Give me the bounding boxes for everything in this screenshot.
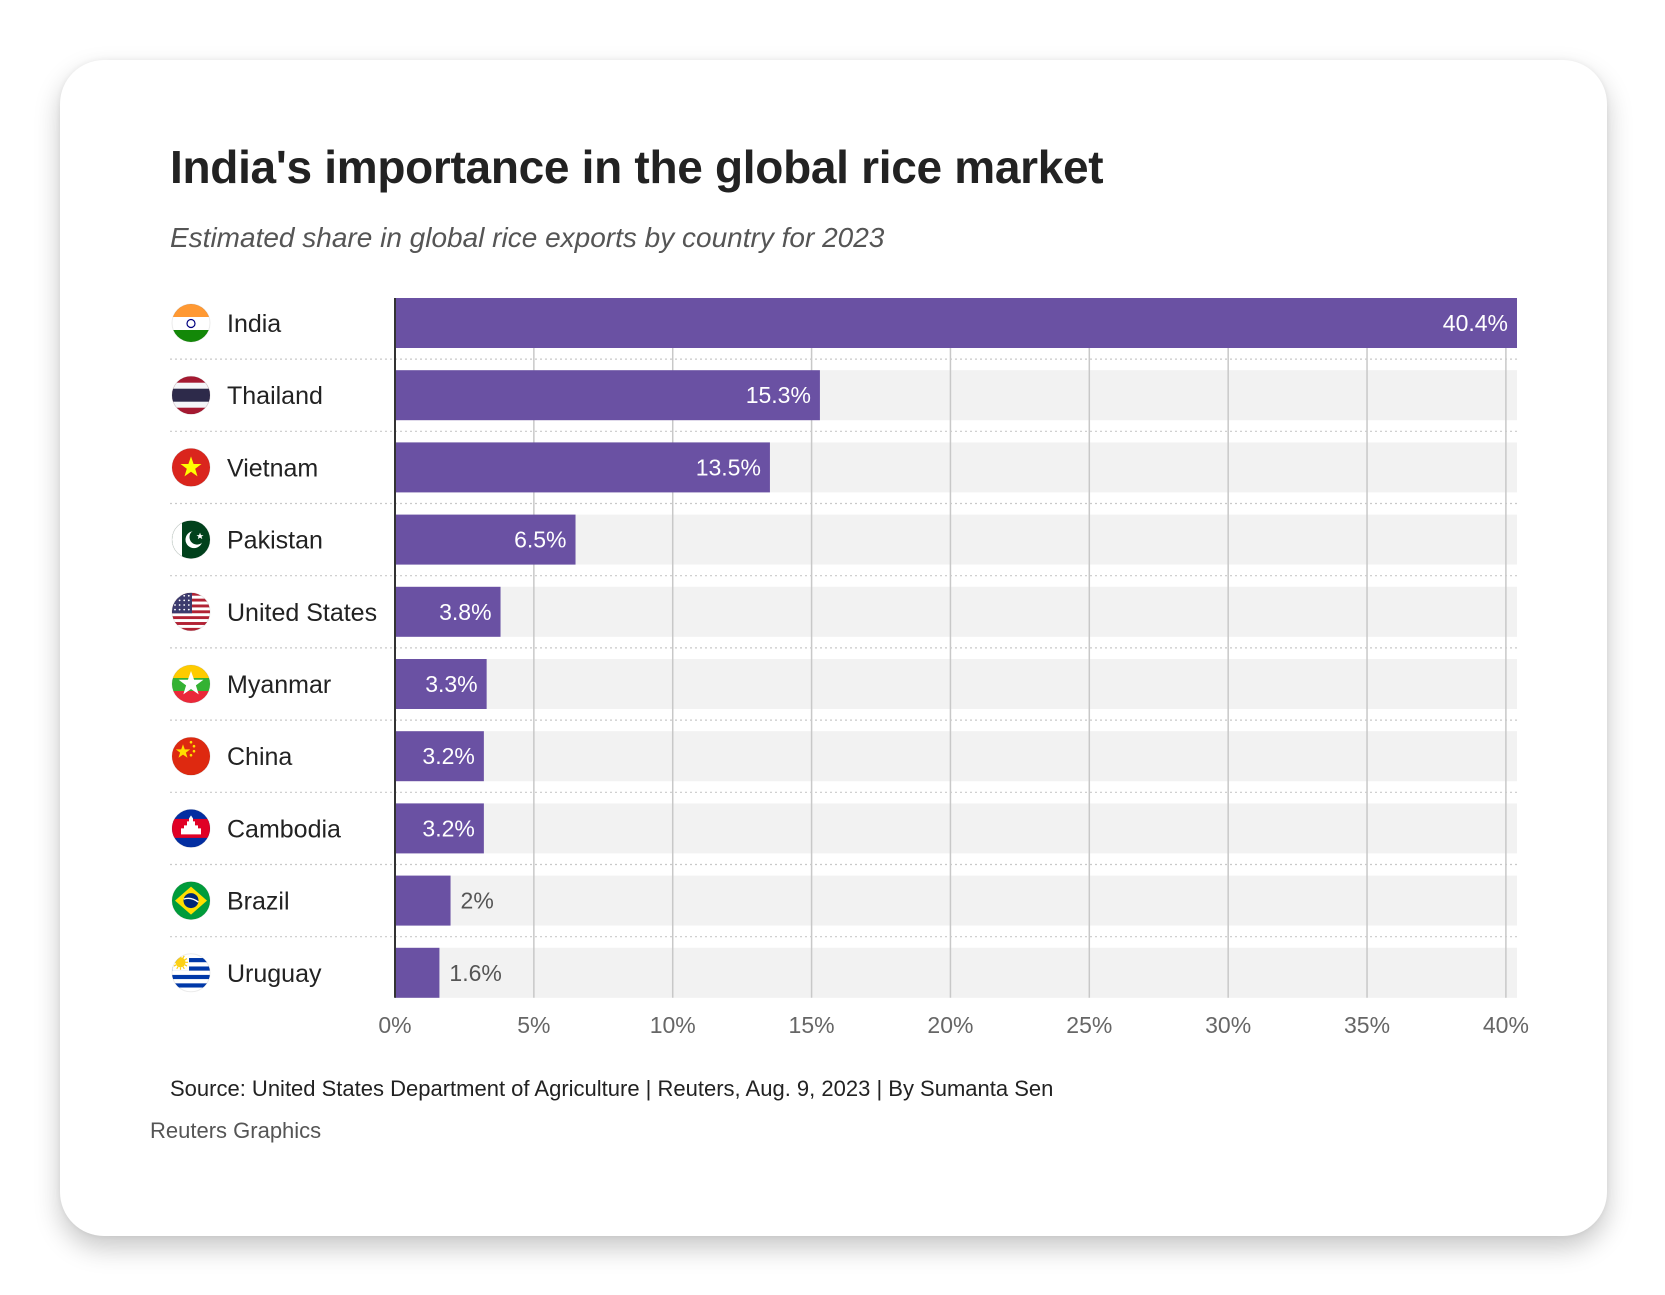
category-label: India (227, 310, 281, 338)
data-label: 3.2% (422, 815, 474, 841)
data-label: 13.5% (696, 454, 761, 480)
bar[interactable] (395, 586, 501, 637)
bar[interactable] (395, 659, 487, 709)
thailand-flag-icon (171, 375, 211, 415)
bar-track (395, 514, 1517, 565)
bar-track (395, 586, 1517, 637)
data-label: 3.2% (422, 743, 474, 769)
data-label: 1.6% (449, 960, 501, 986)
bar[interactable] (395, 875, 451, 926)
x-tick-label: 20% (927, 1012, 973, 1038)
x-tick-label: 15% (789, 1012, 835, 1038)
pakistan-flag-icon (171, 520, 211, 560)
bar[interactable] (395, 947, 440, 998)
x-tick-label: 30% (1205, 1012, 1251, 1038)
us-flag-icon (171, 592, 211, 632)
category-label: Vietnam (227, 454, 318, 482)
chart-card (60, 60, 1607, 1236)
x-tick-label: 35% (1344, 1012, 1390, 1038)
category-label: Cambodia (227, 815, 341, 843)
chart-title: India's importance in the global rice ma… (170, 141, 1104, 193)
category-label: Thailand (227, 382, 323, 410)
uruguay-flag-icon (171, 953, 211, 993)
bar-track (395, 875, 1517, 926)
bar[interactable] (395, 514, 576, 565)
category-label: Uruguay (227, 960, 322, 988)
myanmar-flag-icon (171, 664, 211, 704)
x-tick-label: 40% (1483, 1012, 1529, 1038)
china-flag-icon (171, 736, 211, 776)
bar[interactable] (395, 370, 820, 421)
bar[interactable] (395, 442, 770, 493)
category-label: Brazil (227, 888, 290, 916)
brazil-flag-icon (171, 881, 211, 921)
cambodia-flag-icon (171, 808, 211, 848)
x-tick-label: 0% (378, 1012, 411, 1038)
data-label: 15.3% (746, 382, 811, 408)
category-label: United States (227, 599, 377, 627)
vietnam-flag-icon (171, 447, 211, 487)
credit-note: Reuters Graphics (150, 1118, 322, 1143)
india-flag-icon (171, 303, 211, 343)
data-label: 3.8% (439, 599, 491, 625)
bar-track (395, 731, 1517, 782)
category-label: Pakistan (227, 527, 323, 555)
data-label: 40.4% (1443, 310, 1508, 336)
category-label: China (227, 743, 292, 771)
category-label: Myanmar (227, 671, 331, 699)
bar-track (395, 803, 1517, 854)
x-tick-label: 25% (1066, 1012, 1112, 1038)
data-label: 3.3% (425, 671, 477, 697)
bar-track (395, 659, 1517, 709)
data-label: 2% (461, 888, 494, 914)
source-note: Source: United States Department of Agri… (170, 1076, 1054, 1101)
data-label: 6.5% (514, 527, 566, 553)
x-tick-label: 5% (517, 1012, 550, 1038)
bar[interactable] (395, 298, 1517, 348)
bar[interactable] (395, 731, 484, 782)
bar-track (395, 947, 1517, 998)
chart-subtitle: Estimated share in global rice exports b… (170, 222, 885, 253)
x-tick-label: 10% (650, 1012, 696, 1038)
bar[interactable] (395, 803, 484, 854)
